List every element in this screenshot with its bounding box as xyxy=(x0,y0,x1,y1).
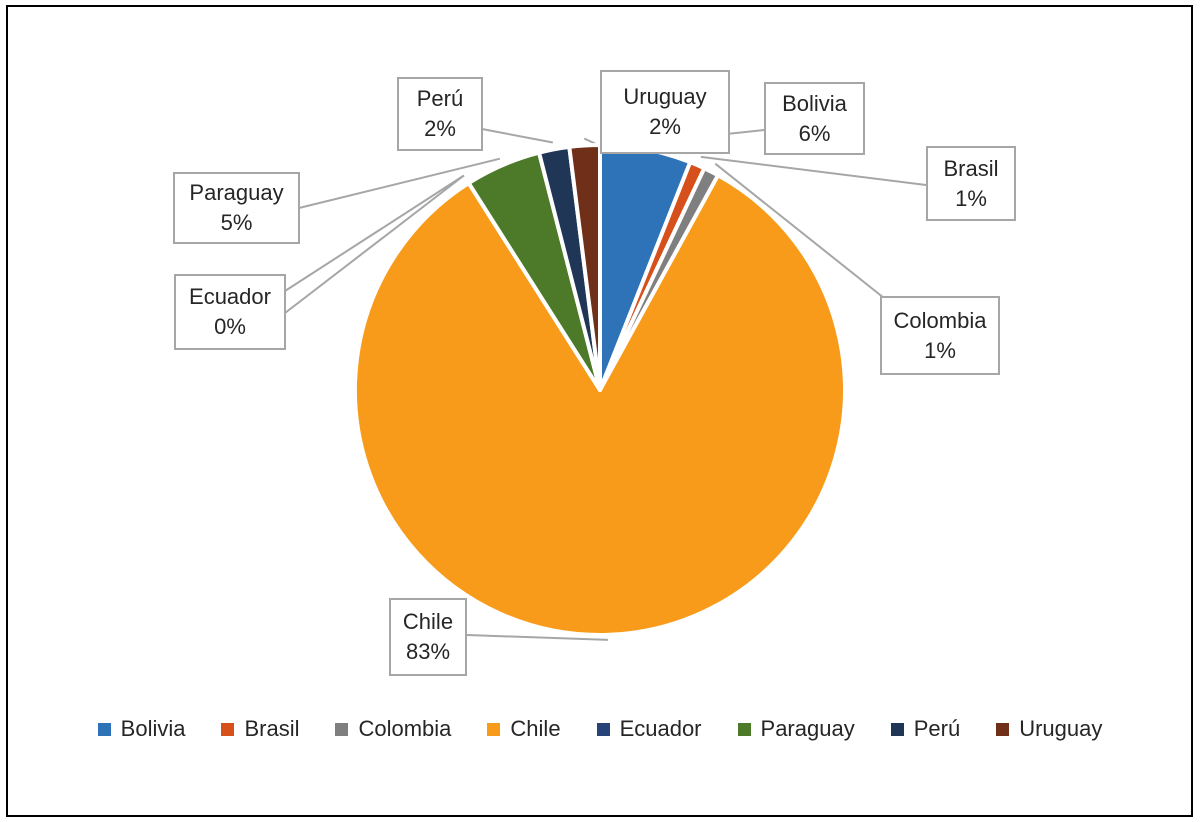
legend-item-uruguay[interactable]: Uruguay xyxy=(996,716,1102,742)
leader-line-ecuador xyxy=(284,174,465,292)
callout-percent-label: 1% xyxy=(924,337,956,363)
leader-line-paraguay xyxy=(298,157,501,209)
legend-item-chile[interactable]: Chile xyxy=(487,716,561,742)
callout-category-label: Perú xyxy=(416,86,464,111)
legend-swatch xyxy=(890,722,904,736)
callout-percent-label: 5% xyxy=(220,210,253,235)
legend-swatch xyxy=(596,722,610,736)
legend-swatch xyxy=(487,722,501,736)
legend-swatch xyxy=(335,722,349,736)
legend-label: Chile xyxy=(510,716,561,741)
pie-slice-chile[interactable] xyxy=(352,173,847,637)
callout-percent-label: 2% xyxy=(424,116,456,141)
callout-percent-label: 2% xyxy=(649,114,681,139)
callout-category-label: Colombia xyxy=(893,307,987,333)
chart-legend: Bolivia Brasil Colombia Chile Ecuador Pa… xyxy=(0,716,1200,742)
pie-slice-uruguay[interactable] xyxy=(567,142,602,392)
legend-label: Ecuador xyxy=(619,716,702,741)
legend-label: Perú xyxy=(913,716,961,741)
callout-category-label: Ecuador xyxy=(189,284,271,309)
callout-category-label: Uruguay xyxy=(623,84,707,109)
callout-ecuador: Ecuador 0% xyxy=(174,274,286,350)
legend-label: Colombia xyxy=(358,716,452,741)
callout-peru: Perú 2% xyxy=(397,77,483,151)
legend-swatch xyxy=(996,722,1010,736)
callout-chile: Chile 83% xyxy=(389,598,467,676)
callout-category-label: Paraguay xyxy=(189,180,284,205)
legend-item-peru[interactable]: Perú xyxy=(890,716,961,742)
leader-line-perú xyxy=(481,128,553,144)
legend-swatch xyxy=(97,722,111,736)
leader-line-chile xyxy=(466,634,608,641)
legend-item-paraguay[interactable]: Paraguay xyxy=(737,716,855,742)
leader-line-colombia xyxy=(714,162,885,299)
callout-uruguay: Uruguay 2% xyxy=(600,70,730,154)
callout-brasil: Brasil 1% xyxy=(926,146,1016,221)
legend-item-colombia[interactable]: Colombia xyxy=(335,716,451,742)
leader-line-ecuador xyxy=(284,174,465,314)
callout-category-label: Brasil xyxy=(943,155,999,181)
callout-colombia: Colombia 1% xyxy=(880,296,1000,375)
legend-item-ecuador[interactable]: Ecuador xyxy=(596,716,702,742)
legend-label: Uruguay xyxy=(1019,716,1103,741)
legend-swatch xyxy=(737,722,751,736)
callout-percent-label: 83% xyxy=(405,639,451,664)
legend-label: Paraguay xyxy=(760,716,855,741)
callout-percent-label: 6% xyxy=(798,120,831,146)
leader-line-brasil xyxy=(700,155,927,186)
callout-paraguay: Paraguay 5% xyxy=(173,172,300,244)
callout-category-label: Chile xyxy=(402,609,454,634)
callout-percent-label: 0% xyxy=(214,314,246,339)
callout-category-label: Bolivia xyxy=(782,90,847,116)
legend-swatch xyxy=(221,722,235,736)
callout-bolivia: Bolivia 6% xyxy=(764,82,865,155)
legend-item-brasil[interactable]: Brasil xyxy=(221,716,299,742)
legend-item-bolivia[interactable]: Bolivia xyxy=(97,716,186,742)
legend-label: Bolivia xyxy=(120,716,186,741)
legend-label: Brasil xyxy=(244,716,300,741)
callout-percent-label: 1% xyxy=(955,185,987,211)
